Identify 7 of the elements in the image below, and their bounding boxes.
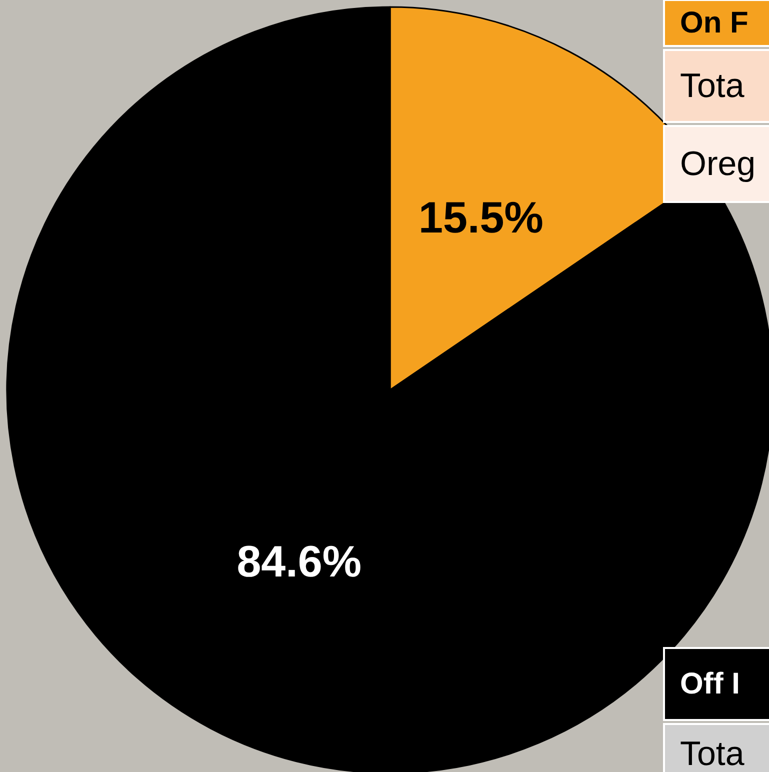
data-label: 84.6% bbox=[236, 537, 362, 586]
text: Off I bbox=[680, 668, 740, 700]
data-label: 15.5% bbox=[418, 194, 544, 243]
text: Oreg bbox=[680, 145, 756, 183]
text: Tota bbox=[680, 67, 744, 105]
text: Tota bbox=[680, 735, 744, 772]
text: On F bbox=[680, 6, 748, 40]
